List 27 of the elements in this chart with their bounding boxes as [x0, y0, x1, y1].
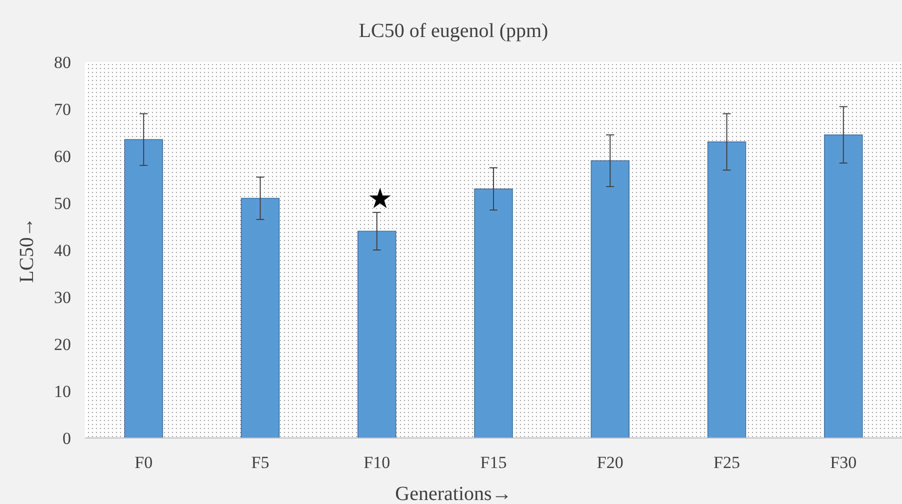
- annotation: ★: [367, 182, 393, 215]
- y-tick-label: 10: [54, 382, 71, 401]
- bar: [824, 134, 863, 438]
- y-tick-label: 20: [54, 334, 71, 354]
- y-tick-label: 50: [54, 194, 71, 213]
- x-tick-label: F15: [480, 453, 507, 472]
- x-tick-label: F25: [714, 453, 740, 472]
- y-tick-label: 60: [54, 146, 71, 166]
- y-tick-label: 0: [62, 428, 71, 448]
- chart-title: LC50 of eugenol (ppm): [358, 20, 548, 42]
- bar: [474, 188, 513, 438]
- x-tick-label: F10: [364, 453, 390, 472]
- x-tick-label: F30: [830, 453, 857, 472]
- bar: [590, 160, 630, 438]
- bar: [124, 139, 163, 438]
- x-axis-title: Generations→: [395, 483, 512, 504]
- y-tick-label: 70: [54, 100, 71, 119]
- x-tick-label: F5: [251, 453, 270, 472]
- y-tick-label: 40: [54, 240, 71, 260]
- bar: [358, 230, 396, 438]
- x-tick-label: F0: [134, 453, 153, 472]
- x-tick-label: F20: [596, 453, 624, 472]
- y-tick-label: 30: [54, 288, 71, 307]
- y-tick-label: 80: [54, 52, 71, 72]
- y-axis-title: LC50→: [16, 217, 38, 283]
- bar: [707, 142, 746, 438]
- bar: [240, 198, 280, 438]
